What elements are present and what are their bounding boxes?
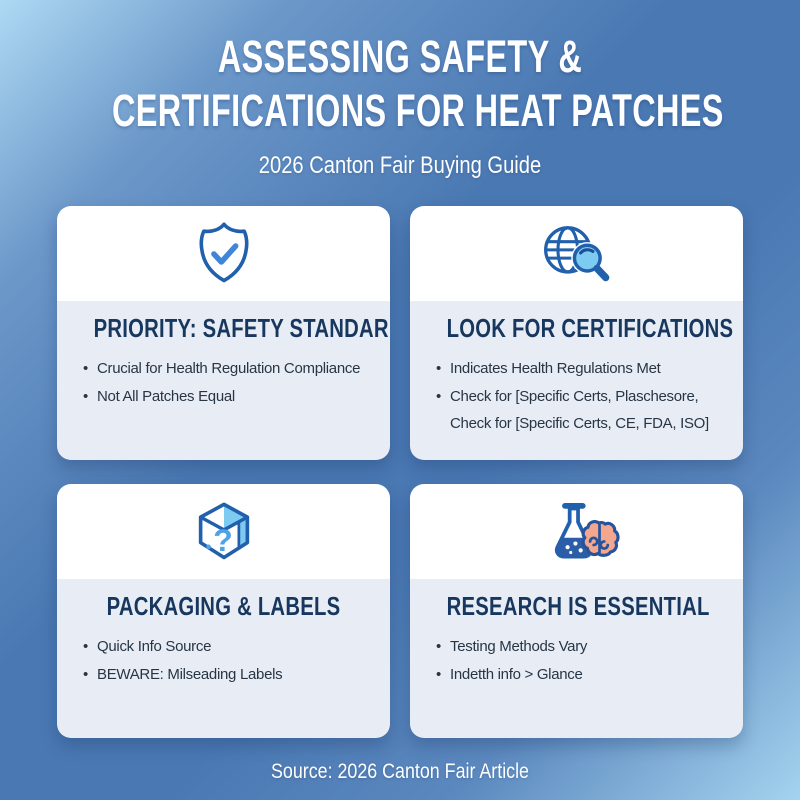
bullet-list: Indicates Health Regulations Met Check f… [410,356,743,437]
card-body: PACKAGING & LABELS Quick Info Source BEW… [57,579,390,738]
bullet-item: Not All Patches Equal [83,384,390,410]
page-title-line2: CERTIFICATIONS FOR HEAT PATCHES [112,85,724,136]
card-title: PACKAGING & LABELS [106,591,341,621]
card-grid: PRIORITY: SAFETY STANDARDS Crucial for H… [0,206,800,738]
card-title: RESEARCH IS ESSENTIAL [446,591,710,621]
page-title: ASSESSING SAFETY & CERTIFICATIONS FOR HE… [0,0,800,138]
card-safety-standards: PRIORITY: SAFETY STANDARDS Crucial for H… [57,206,390,460]
shield-check-icon [199,221,248,282]
card-certifications: LOOK FOR CERTIFICATIONS Indicates Health… [410,206,743,460]
bullet-item: Indicates Health Regulations Met [436,356,743,382]
flask-brain-icon [554,502,620,559]
globe-magnifier-icon [543,225,609,281]
card-title: PRIORITY: SAFETY STANDARDS [93,313,390,343]
bullet-item: Crucial for Health Regulation Compliance [83,356,390,382]
bullet-item: BEWARE: Milseading Labels [83,662,390,688]
card-icon-area: ? [57,484,390,579]
card-research: RESEARCH IS ESSENTIAL Testing Methods Va… [410,484,743,738]
card-packaging-labels: ? PACKAGING & LABELS Quick Info Source B… [57,484,390,738]
card-icon-area [410,484,743,579]
bullet-item: Quick Info Source [83,634,390,660]
bullet-item: Indetth info > Glance [436,662,743,688]
card-icon-area [410,206,743,301]
card-body: LOOK FOR CERTIFICATIONS Indicates Health… [410,301,743,460]
card-body: RESEARCH IS ESSENTIAL Testing Methods Va… [410,579,743,738]
bullet-item: Testing Methods Vary [436,634,743,660]
card-body: PRIORITY: SAFETY STANDARDS Crucial for H… [57,301,390,460]
card-title: LOOK FOR CERTIFICATIONS [446,313,734,343]
source-credit: Source: 2026 Canton Fair Article [271,760,529,783]
bullet-list: Quick Info Source BEWARE: Milseading Lab… [57,634,390,689]
package-question-icon: ? [198,502,249,559]
bullet-list: Testing Methods Vary Indetth info > Glan… [410,634,743,689]
bullet-list: Crucial for Health Regulation Compliance… [57,356,390,411]
bullet-item: Check for [Specific Certs, Plaschesore, … [436,384,743,437]
page-title-line1: ASSESSING SAFETY & [217,31,583,82]
card-icon-area [57,206,390,301]
page-subtitle: 2026 Canton Fair Buying Guide [258,152,542,179]
svg-text:?: ? [213,522,232,558]
